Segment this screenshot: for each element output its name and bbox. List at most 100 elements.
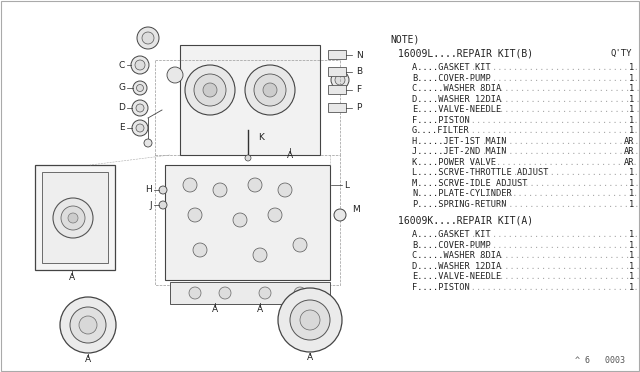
Text: .........................................: ........................................…: [479, 95, 640, 104]
Circle shape: [233, 213, 247, 227]
Circle shape: [245, 65, 295, 115]
Text: J: J: [149, 201, 152, 209]
Text: E....VALVE-NEEDLE: E....VALVE-NEEDLE: [412, 105, 501, 114]
Text: .........................................: ........................................…: [479, 251, 640, 260]
Text: ...............................................: ........................................…: [455, 116, 640, 125]
Text: 16009L....REPAIR KIT(B): 16009L....REPAIR KIT(B): [398, 49, 533, 59]
Text: A: A: [85, 356, 91, 365]
Text: ...............................: ...............................: [513, 169, 640, 177]
Circle shape: [137, 27, 159, 49]
Bar: [35, 165, 115, 270]
Text: D....WASHER 12DIA: D....WASHER 12DIA: [412, 262, 501, 271]
Circle shape: [79, 316, 97, 334]
Text: E....VALVE-NEEDLE: E....VALVE-NEEDLE: [412, 272, 501, 281]
Text: M: M: [352, 205, 360, 215]
Text: G: G: [118, 83, 125, 93]
Circle shape: [194, 74, 226, 106]
Text: AR: AR: [623, 158, 634, 167]
Circle shape: [335, 75, 345, 85]
Circle shape: [189, 287, 201, 299]
Text: 1: 1: [628, 116, 634, 125]
Text: B....COVER-PUMP: B....COVER-PUMP: [412, 74, 491, 83]
Circle shape: [70, 307, 106, 343]
Text: A: A: [287, 151, 293, 160]
Circle shape: [290, 300, 330, 340]
Text: AR: AR: [623, 147, 634, 156]
Text: .........................................: ........................................…: [479, 272, 640, 281]
Text: .......................................: .......................................: [483, 137, 640, 146]
Circle shape: [133, 81, 147, 95]
Circle shape: [144, 139, 152, 147]
Circle shape: [245, 155, 251, 161]
Circle shape: [213, 183, 227, 197]
Text: 1: 1: [628, 230, 634, 239]
Text: 1: 1: [628, 241, 634, 250]
Bar: [328, 103, 346, 112]
Circle shape: [142, 32, 154, 44]
Text: H: H: [145, 186, 152, 195]
Text: D: D: [118, 103, 125, 112]
Circle shape: [193, 243, 207, 257]
Circle shape: [188, 208, 202, 222]
Text: ...................................: ...................................: [498, 179, 640, 188]
Circle shape: [263, 83, 277, 97]
Text: P....SPRING-RETURN: P....SPRING-RETURN: [412, 200, 506, 209]
Text: 1: 1: [628, 95, 634, 104]
Text: K: K: [258, 134, 264, 142]
Text: A: A: [307, 353, 313, 362]
Text: ...............................................: ........................................…: [455, 283, 640, 292]
Circle shape: [259, 287, 271, 299]
Circle shape: [131, 56, 149, 74]
Text: .......................................: .......................................: [483, 200, 640, 209]
Circle shape: [135, 60, 145, 70]
Circle shape: [268, 208, 282, 222]
Text: C: C: [119, 61, 125, 70]
Text: AR: AR: [623, 137, 634, 146]
Circle shape: [278, 183, 292, 197]
Text: P: P: [356, 103, 362, 112]
Circle shape: [203, 83, 217, 97]
Text: ...........................................: ........................................…: [471, 74, 640, 83]
Text: ......................................: ......................................: [486, 189, 640, 198]
Circle shape: [219, 287, 231, 299]
Circle shape: [159, 201, 167, 209]
Text: L: L: [344, 180, 349, 189]
Text: A....GASKET KIT: A....GASKET KIT: [412, 230, 491, 239]
Text: ...............................................: ........................................…: [455, 126, 640, 135]
Text: C.....WASHER 8DIA: C.....WASHER 8DIA: [412, 251, 501, 260]
Text: 1: 1: [628, 251, 634, 260]
Circle shape: [248, 178, 262, 192]
Text: NOTE): NOTE): [390, 35, 419, 45]
Text: 1: 1: [628, 272, 634, 281]
Text: .........................................: ........................................…: [479, 84, 640, 93]
Text: A: A: [69, 273, 75, 282]
Bar: [328, 50, 346, 59]
Text: 1: 1: [628, 105, 634, 114]
Circle shape: [132, 120, 148, 136]
Text: F....PISTON: F....PISTON: [412, 283, 470, 292]
Text: 16009K....REPAIR KIT(A): 16009K....REPAIR KIT(A): [398, 216, 533, 225]
Text: .........................................: ........................................…: [479, 105, 640, 114]
Text: 1: 1: [628, 179, 634, 188]
Text: 1: 1: [628, 74, 634, 83]
Text: G....FILTER: G....FILTER: [412, 126, 470, 135]
Circle shape: [60, 297, 116, 353]
Text: .........................................: ........................................…: [479, 262, 640, 271]
Circle shape: [254, 74, 286, 106]
Bar: [328, 85, 346, 94]
Text: K....POWER VALVE: K....POWER VALVE: [412, 158, 496, 167]
Text: F....PISTON: F....PISTON: [412, 116, 470, 125]
Text: N: N: [356, 51, 363, 60]
Text: 1: 1: [628, 189, 634, 198]
Circle shape: [68, 213, 78, 223]
Text: 1: 1: [628, 200, 634, 209]
Circle shape: [278, 288, 342, 352]
Text: 1: 1: [628, 63, 634, 72]
Circle shape: [167, 67, 183, 83]
Circle shape: [253, 248, 267, 262]
Text: Q'TY: Q'TY: [611, 49, 632, 58]
Text: J.....JET-2ND MAIN: J.....JET-2ND MAIN: [412, 147, 506, 156]
Text: 1: 1: [628, 283, 634, 292]
Circle shape: [331, 71, 349, 89]
Circle shape: [136, 84, 143, 92]
